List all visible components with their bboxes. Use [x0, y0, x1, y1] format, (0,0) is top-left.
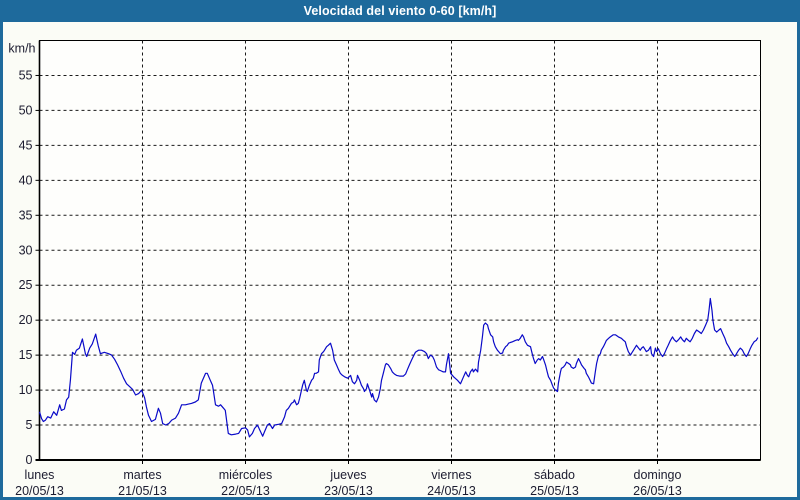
wind-speed-line	[38, 297, 759, 438]
day-date-label: 26/05/13	[633, 484, 682, 498]
window-title: Velocidad del viento 0-60 [km/h]	[303, 4, 497, 18]
day-name-label: lunes	[25, 468, 55, 482]
day-date-label: 21/05/13	[118, 484, 167, 498]
window-frame-right	[797, 0, 800, 500]
day-name-label: martes	[123, 468, 161, 482]
y-tick-label: 15	[19, 348, 33, 362]
day-name-label: jueves	[329, 468, 366, 482]
y-tick-label: 45	[19, 138, 33, 152]
day-name-label: viernes	[431, 468, 471, 482]
y-tick-label: 5	[26, 418, 33, 432]
day-date-label: 25/05/13	[530, 484, 579, 498]
y-tick-label: 50	[19, 103, 33, 117]
y-tick-label: 40	[19, 173, 33, 187]
day-date-label: 22/05/13	[221, 484, 270, 498]
y-tick-label: 20	[19, 313, 33, 327]
y-tick-label: 10	[19, 383, 33, 397]
day-name-label: domingo	[634, 468, 682, 482]
y-tick-label: 25	[19, 278, 33, 292]
y-tick-label: 30	[19, 243, 33, 257]
y-axis-unit-label: km/h	[8, 42, 35, 56]
day-name-label: miércoles	[219, 468, 273, 482]
day-name-label: sábado	[534, 468, 575, 482]
y-tick-label: 0	[26, 453, 33, 467]
titlebar-background	[0, 0, 800, 22]
y-tick-label: 35	[19, 208, 33, 222]
window-title-bar: Velocidad del viento 0-60 [km/h]	[0, 0, 800, 22]
window-frame-left	[0, 0, 3, 500]
y-tick-label: 55	[19, 68, 33, 82]
day-date-label: 20/05/13	[15, 484, 64, 498]
window-frame-bottom	[0, 497, 800, 500]
day-date-label: 24/05/13	[427, 484, 476, 498]
day-date-label: 23/05/13	[324, 484, 373, 498]
